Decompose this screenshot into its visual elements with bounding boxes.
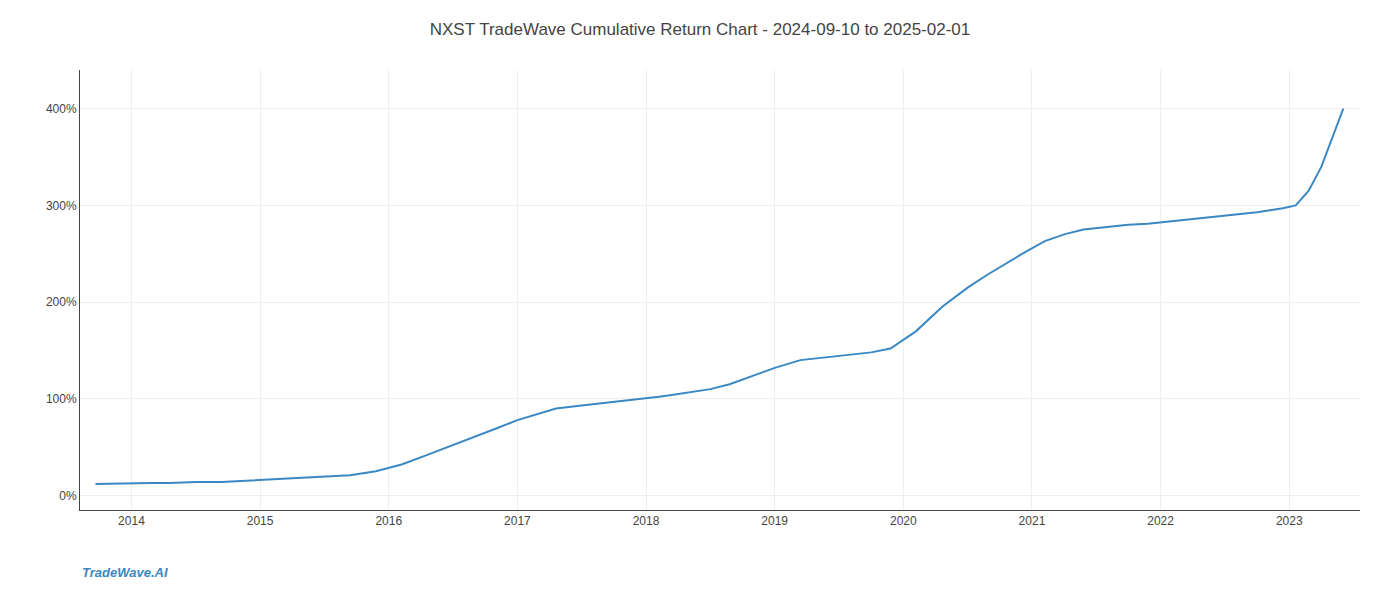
svg-text:2014: 2014 — [118, 514, 145, 528]
svg-text:TradeWave.AI: TradeWave.AI — [82, 565, 168, 580]
svg-text:0%: 0% — [59, 489, 77, 503]
svg-text:200%: 200% — [46, 295, 77, 309]
svg-text:300%: 300% — [46, 199, 77, 213]
svg-text:2018: 2018 — [633, 514, 660, 528]
svg-text:2023: 2023 — [1276, 514, 1303, 528]
svg-text:2020: 2020 — [890, 514, 917, 528]
svg-text:2015: 2015 — [247, 514, 274, 528]
svg-text:2021: 2021 — [1019, 514, 1046, 528]
svg-text:2022: 2022 — [1147, 514, 1174, 528]
svg-text:NXST TradeWave Cumulative Retu: NXST TradeWave Cumulative Return Chart -… — [430, 20, 971, 39]
svg-text:2019: 2019 — [761, 514, 788, 528]
svg-text:2017: 2017 — [504, 514, 531, 528]
svg-text:100%: 100% — [46, 392, 77, 406]
svg-text:2016: 2016 — [375, 514, 402, 528]
svg-text:400%: 400% — [46, 102, 77, 116]
